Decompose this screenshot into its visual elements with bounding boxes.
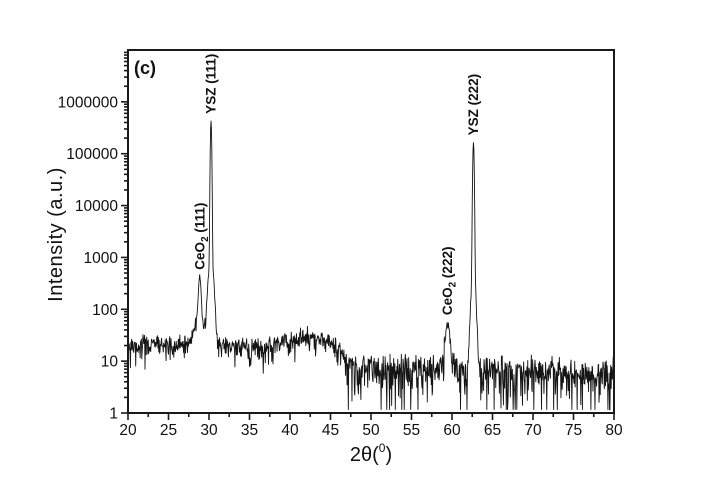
x-axis-title-superscript: 0 — [378, 441, 386, 455]
x-tick-label: 45 — [322, 422, 339, 439]
x-axis-title-prefix: 2θ( — [349, 444, 379, 466]
x-tick-label: 55 — [403, 422, 420, 439]
x-tick-label: 65 — [484, 422, 501, 439]
x-axis-title-suffix: ) — [385, 444, 393, 466]
x-tick-label: 80 — [605, 422, 623, 439]
x-tick-label: 75 — [565, 422, 582, 439]
y-tick-label: 1000 — [84, 250, 119, 267]
plot-frame — [127, 49, 615, 414]
axis-tick-labels: 20 25 30 35 40 45 50 55 60 65 70 75 80 1 10 100 1000 1000… — [58, 94, 623, 439]
y-tick-label: 10 — [101, 354, 119, 371]
peak-annotation-ysz-222: YSZ (222) — [466, 74, 481, 136]
x-tick-label: 25 — [160, 422, 177, 439]
y-tick-label: 1 — [109, 406, 118, 423]
y-axis-title: Intensity (a.u.) — [34, 124, 78, 344]
x-tick-label: 30 — [200, 422, 218, 439]
peak-annotation-ceo2-222: CeO2 (222) — [440, 247, 459, 316]
y-tick-label: 100 — [92, 302, 118, 319]
x-tick-label: 35 — [241, 422, 258, 439]
x-tick-label: 20 — [119, 422, 137, 439]
x-tick-label: 70 — [524, 422, 542, 439]
x-tick-label: 50 — [362, 422, 380, 439]
x-tick-label: 40 — [281, 422, 299, 439]
peak-annotations: CeO2 (111) YSZ (111) CeO2 (222) YSZ (222) — [192, 54, 481, 315]
peak-annotation-ysz-111: YSZ (111) — [204, 54, 219, 114]
x-axis-title: 2θ(0) — [271, 441, 471, 467]
peak-annotation-ceo2-111: CeO2 (111) — [192, 203, 211, 270]
y-axis-title-text: Intensity (a.u.) — [44, 166, 67, 302]
y-tick-label: 1000000 — [58, 94, 119, 111]
xrd-trace — [128, 120, 614, 411]
y-tick-label: 10000 — [75, 198, 118, 215]
y-tick-label: 100000 — [66, 146, 118, 163]
panel-label: (c) — [134, 58, 156, 78]
x-tick-label: 60 — [443, 422, 461, 439]
